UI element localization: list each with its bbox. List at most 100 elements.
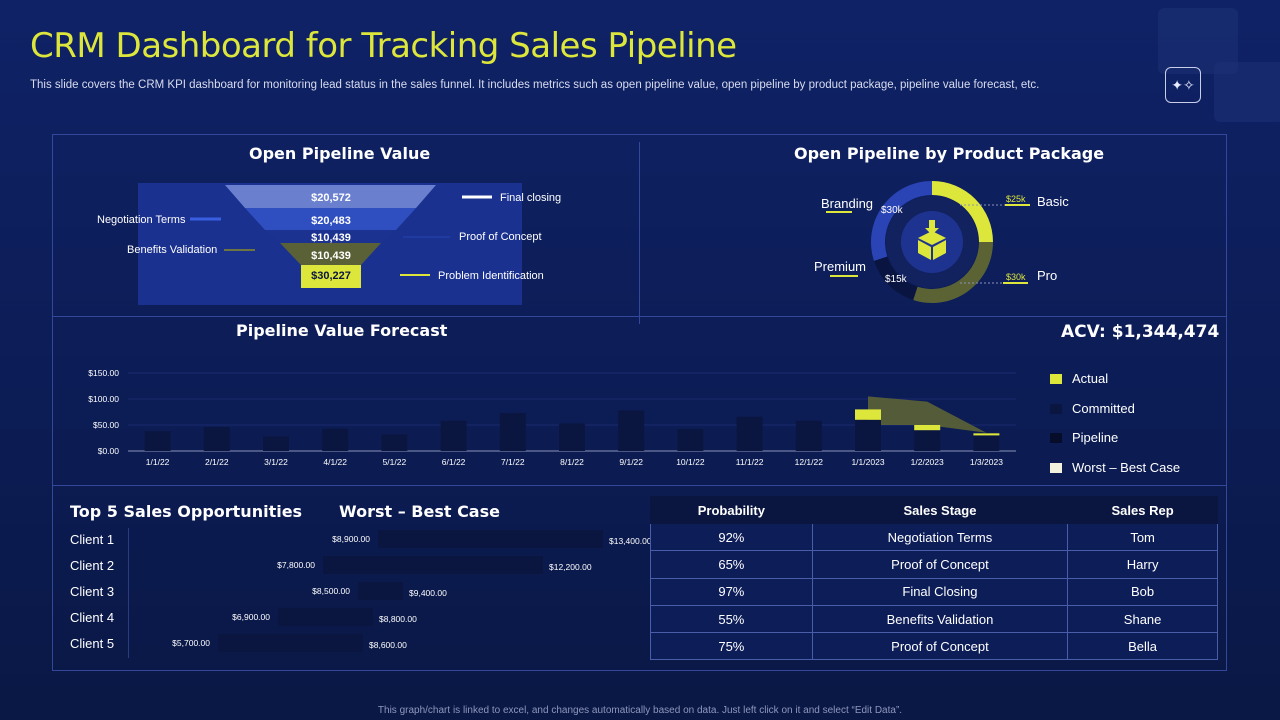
- forecast-worst-best-band: [868, 396, 987, 433]
- forecast-xtick-label: 8/1/22: [560, 457, 584, 467]
- opportunity-range-bar: [358, 582, 403, 600]
- forecast-xtick-label: 1/3/2023: [970, 457, 1003, 467]
- donut-name-basic: Basic: [1037, 194, 1069, 209]
- opportunity-worst-label: $8,900.00: [332, 534, 370, 544]
- donut-value-pro: $30k: [1006, 272, 1026, 282]
- donut-slice-branding: [871, 180, 932, 261]
- donut-title: Open Pipeline by Product Package: [794, 144, 1105, 163]
- forecast-ytick-label: $50.00: [93, 420, 119, 430]
- table-row: 75% Proof of Concept Bella: [650, 632, 1218, 661]
- table-cell: Negotiation Terms: [811, 522, 1069, 552]
- funnel-value-5: $30,227: [311, 270, 351, 282]
- legend-label-committed: Committed: [1072, 400, 1135, 416]
- forecast-xtick-label: 12/1/22: [795, 457, 824, 467]
- table-row: 92% Negotiation Terms Tom: [650, 522, 1218, 552]
- opportunity-best-label: $12,200.00: [549, 562, 592, 572]
- opportunity-worst-label: $6,900.00: [232, 612, 270, 622]
- forecast-bar-committed: [736, 416, 763, 451]
- table-cell: Proof of Concept: [811, 632, 1069, 661]
- divider: [52, 485, 1227, 486]
- funnel-value-3: $10,439: [311, 232, 351, 244]
- funnel-stage-name-2: Negotiation Terms: [97, 214, 186, 226]
- table-row: 65% Proof of Concept Harry: [650, 550, 1218, 579]
- table-row: 97% Final Closing Bob: [650, 577, 1218, 606]
- table-row: 55% Benefits Validation Shane: [650, 604, 1218, 634]
- forecast-xtick-label: 6/1/22: [442, 457, 466, 467]
- page-subtitle: This slide covers the CRM KPI dashboard …: [30, 79, 1040, 91]
- table-cell: Proof of Concept: [811, 550, 1069, 579]
- opportunity-range-bar: [323, 556, 543, 574]
- footnote: This graph/chart is linked to excel, and…: [377, 705, 903, 716]
- forecast-bar-committed: [973, 435, 1000, 451]
- donut-value-premium: $15k: [885, 274, 908, 285]
- client-label-4: Client 4: [70, 610, 115, 625]
- legend-label-pipeline: Pipeline: [1072, 430, 1119, 445]
- funnel-stage-3: [265, 230, 396, 243]
- table-cell: Tom: [1067, 522, 1218, 552]
- table-cell: 97%: [650, 577, 813, 606]
- legend-swatch-worst-best: [1050, 462, 1062, 473]
- forecast-ytick-label: $100.00: [88, 394, 119, 404]
- forecast-bar-actual: [973, 433, 1000, 436]
- decorative-square: [1214, 62, 1280, 122]
- opportunity-worst-label: $7,800.00: [277, 560, 315, 570]
- page-title: CRM Dashboard for Tracking Sales Pipelin…: [30, 26, 737, 66]
- table-cell: Benefits Validation: [811, 604, 1069, 634]
- table-cell: Bella: [1067, 632, 1218, 661]
- forecast-ytick-label: $150.00: [88, 368, 119, 378]
- forecast-bar-committed: [914, 430, 941, 451]
- forecast-bar-committed: [263, 436, 289, 451]
- funnel-stage-name-1: Final closing: [500, 192, 561, 204]
- forecast-ytick-label: $0.00: [98, 446, 120, 456]
- forecast-bar-actual: [855, 409, 881, 420]
- table-header-probability: Probability: [650, 496, 813, 524]
- funnel-title: Open Pipeline Value: [249, 144, 431, 163]
- legend-label-worst-best: Worst – Best Case: [1072, 459, 1181, 475]
- donut-name-branding: Branding: [821, 196, 873, 211]
- donut-value-basic: $25k: [1006, 194, 1026, 204]
- funnel-stage-name-5: Problem Identification: [438, 270, 544, 282]
- forecast-xtick-label: 5/1/22: [383, 457, 407, 467]
- opportunity-best-label: $13,400.00: [609, 536, 652, 546]
- table-cell: Final Closing: [811, 577, 1069, 606]
- funnel-stage-4: [280, 243, 381, 265]
- forecast-bar-committed: [855, 419, 881, 451]
- forecast-xtick-label: 1/1/22: [146, 457, 170, 467]
- legend-swatch-pipeline: [1050, 433, 1062, 443]
- funnel-stage-1: [225, 185, 436, 208]
- funnel-stage-5: [301, 265, 361, 288]
- funnel-stage-name-3: Proof of Concept: [459, 231, 542, 243]
- client-axis: [128, 528, 129, 658]
- funnel-value-2: $20,483: [311, 215, 351, 227]
- forecast-bar-committed: [381, 434, 408, 451]
- client-label-3: Client 3: [70, 584, 115, 599]
- donut-slice-basic: [932, 181, 993, 242]
- funnel-value-1: $20,572: [311, 192, 351, 204]
- box-icon: [918, 220, 946, 260]
- forecast-bar-committed: [618, 410, 645, 451]
- forecast-xtick-label: 1/1/2023: [851, 457, 884, 467]
- funnel-value-4: $10,439: [311, 250, 351, 262]
- client-label-5: Client 5: [70, 636, 115, 651]
- legend-swatch-actual: [1050, 374, 1062, 384]
- opportunities-title: Top 5 Sales Opportunities: [70, 502, 303, 521]
- forecast-xtick-label: 3/1/22: [264, 457, 288, 467]
- forecast-bar-committed: [677, 429, 704, 451]
- table-cell: Shane: [1067, 604, 1218, 634]
- dashboard-panel: [52, 134, 1227, 671]
- client-label-2: Client 2: [70, 558, 115, 573]
- opportunity-range-bar: [218, 634, 363, 652]
- forecast-bar-actual: [914, 425, 941, 431]
- opportunity-best-label: $8,600.00: [369, 640, 407, 650]
- worst-best-title: Worst – Best Case: [339, 502, 500, 521]
- opportunities-table: Probability Sales Stage Sales Rep 92% Ne…: [650, 496, 1218, 661]
- table-cell: Bob: [1067, 577, 1218, 606]
- opportunity-worst-label: $5,700.00: [172, 638, 210, 648]
- table-cell: 75%: [650, 632, 813, 661]
- divider: [639, 142, 640, 324]
- forecast-xtick-label: 7/1/22: [501, 457, 525, 467]
- legend-label-actual: Actual: [1072, 371, 1109, 386]
- table-header-sales-rep: Sales Rep: [1067, 496, 1218, 524]
- donut-name-pro: Pro: [1037, 268, 1057, 283]
- forecast-xtick-label: 10/1/22: [676, 457, 705, 467]
